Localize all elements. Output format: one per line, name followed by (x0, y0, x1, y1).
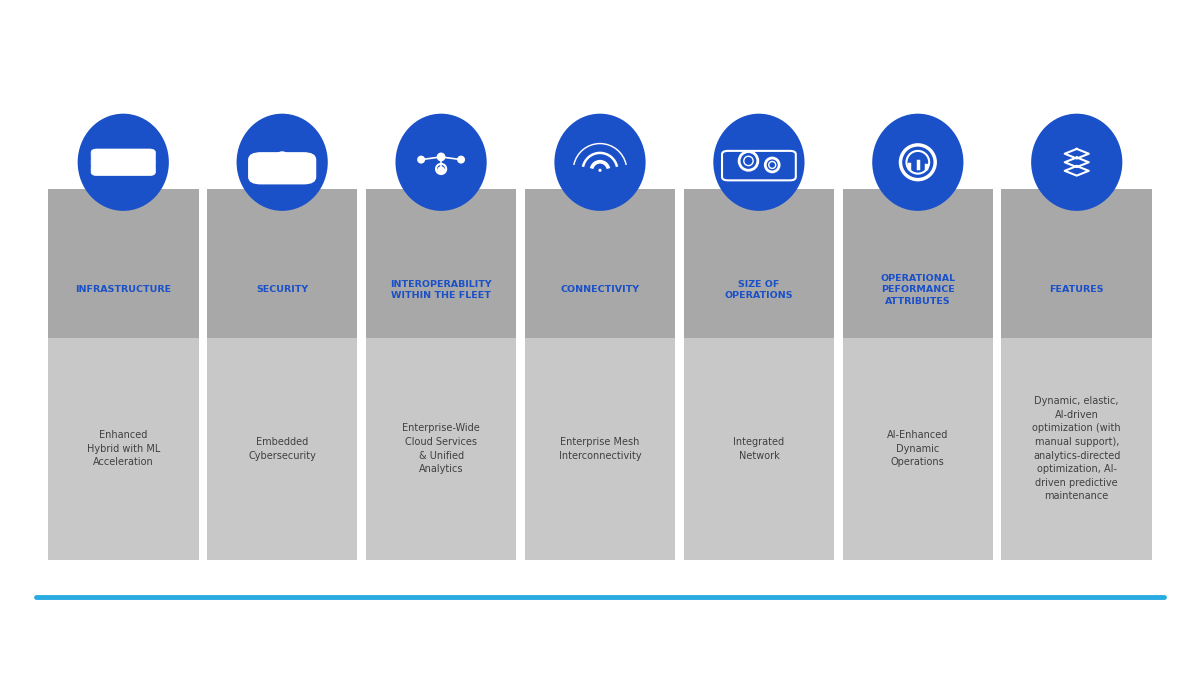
FancyBboxPatch shape (206, 338, 358, 560)
FancyBboxPatch shape (842, 189, 994, 338)
Ellipse shape (143, 168, 146, 171)
Ellipse shape (458, 157, 464, 163)
FancyBboxPatch shape (248, 153, 316, 184)
Ellipse shape (78, 113, 169, 211)
Text: AI-Enhanced
Dynamic
Operations: AI-Enhanced Dynamic Operations (887, 430, 948, 468)
FancyBboxPatch shape (366, 189, 516, 338)
FancyBboxPatch shape (91, 157, 155, 168)
Ellipse shape (438, 167, 444, 173)
Ellipse shape (418, 157, 424, 163)
FancyBboxPatch shape (842, 338, 994, 560)
Text: Enhanced
Hybrid with ML
Acceleration: Enhanced Hybrid with ML Acceleration (86, 430, 160, 468)
Ellipse shape (713, 113, 804, 211)
Text: Integrated
Network: Integrated Network (733, 437, 785, 460)
Ellipse shape (438, 154, 444, 160)
FancyBboxPatch shape (366, 338, 516, 560)
Text: FEATURES: FEATURES (1050, 286, 1104, 294)
Ellipse shape (872, 113, 964, 211)
Ellipse shape (554, 113, 646, 211)
FancyBboxPatch shape (684, 338, 834, 560)
FancyBboxPatch shape (1002, 338, 1152, 560)
Text: Enterprise Mesh
Interconnectivity: Enterprise Mesh Interconnectivity (559, 437, 641, 460)
FancyBboxPatch shape (524, 338, 676, 560)
Text: CONNECTIVITY: CONNECTIVITY (560, 286, 640, 294)
Ellipse shape (396, 113, 487, 211)
Text: Enterprise-Wide
Cloud Services
& Unified
Analytics: Enterprise-Wide Cloud Services & Unified… (402, 423, 480, 475)
Ellipse shape (143, 153, 146, 157)
Text: OPERATIONAL
PEFORMANCE
ATTRIBUTES: OPERATIONAL PEFORMANCE ATTRIBUTES (881, 274, 955, 306)
Text: INTEROPERABILITY
WITHIN THE FLEET: INTEROPERABILITY WITHIN THE FLEET (390, 280, 492, 300)
Ellipse shape (1031, 113, 1122, 211)
FancyBboxPatch shape (684, 189, 834, 338)
FancyBboxPatch shape (48, 338, 198, 560)
Text: SIZE OF
OPERATIONS: SIZE OF OPERATIONS (725, 280, 793, 300)
FancyBboxPatch shape (1002, 189, 1152, 338)
Text: Embedded
Cybersecurity: Embedded Cybersecurity (248, 437, 316, 460)
FancyBboxPatch shape (91, 149, 155, 161)
FancyBboxPatch shape (91, 164, 155, 176)
Text: SECURITY: SECURITY (256, 286, 308, 294)
Text: Dynamic, elastic,
AI-driven
optimization (with
manual support),
analytics-direct: Dynamic, elastic, AI-driven optimization… (1032, 396, 1121, 502)
FancyBboxPatch shape (48, 189, 198, 338)
Text: INFRASTRUCTURE: INFRASTRUCTURE (76, 286, 172, 294)
FancyBboxPatch shape (206, 189, 358, 338)
Ellipse shape (280, 164, 284, 169)
FancyBboxPatch shape (524, 189, 676, 338)
Ellipse shape (236, 113, 328, 211)
Ellipse shape (599, 169, 601, 172)
Ellipse shape (143, 161, 146, 164)
